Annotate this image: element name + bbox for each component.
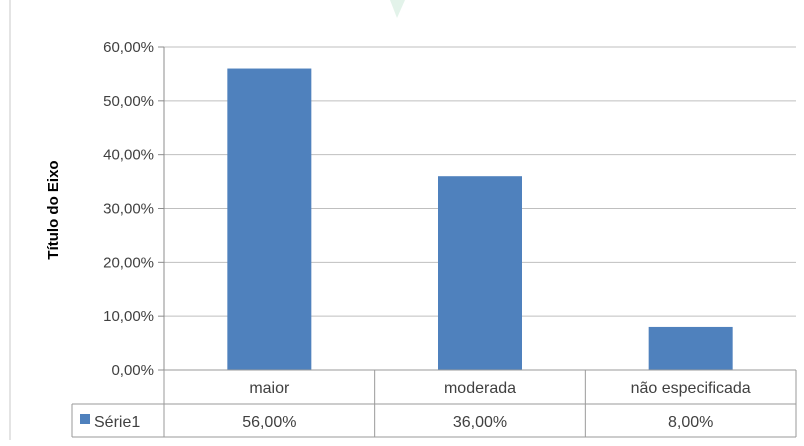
y-tick-label: 10,00% [103, 308, 154, 325]
data-label: 8,00% [668, 414, 713, 431]
y-tick-label: 20,00% [103, 254, 154, 271]
bars [227, 68, 733, 371]
data-label: 36,00% [453, 414, 507, 431]
category-label: não especificada [631, 380, 751, 397]
bar-3 [648, 326, 733, 370]
y-tick-label: 30,00% [103, 201, 154, 218]
category-label: moderada [444, 380, 516, 397]
y-tick-label: 0,00% [111, 362, 154, 379]
chart-frame [9, 0, 405, 440]
bar-1 [227, 68, 312, 371]
legend-swatch [80, 414, 90, 424]
category-label: maior [249, 380, 290, 397]
y-tick-label: 60,00% [103, 39, 154, 56]
data-table: maior 56,00% moderada 36,00% não especificad… [71, 369, 797, 438]
y-tick-label: 40,00% [103, 147, 154, 164]
data-label: 56,00% [242, 414, 296, 431]
bar-2 [438, 176, 522, 370]
y-axis-label: Título do Eixo [45, 160, 62, 259]
legend-series-name: Série1 [94, 414, 140, 431]
decorative-mark [390, 0, 405, 18]
y-tick-labels: 0,00% 10,00% 20,00% 30,00% 40,00% 50,00% 60,00… [103, 39, 154, 379]
y-tick-label: 50,00% [103, 93, 154, 110]
